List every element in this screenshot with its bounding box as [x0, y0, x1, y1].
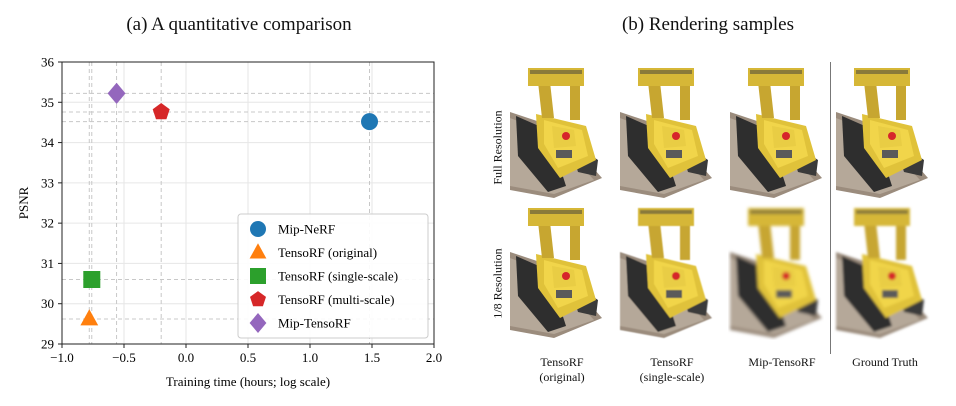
point-mip-tensorf [107, 82, 126, 104]
legend-marker-mip-tensorf [249, 313, 267, 333]
x-tick-label: 0.0 [178, 350, 194, 365]
legend-marker-tensorf-single-scale [250, 268, 266, 284]
legend-marker-mip-nerf [250, 221, 266, 237]
panel-b-title: (b) Rendering samples [621, 14, 794, 35]
x-tick-label: 1.0 [302, 350, 318, 365]
x-tick-label: 1.5 [364, 350, 380, 365]
render-eighth-mip-tensorf [730, 208, 822, 338]
column-label-ground-truth: Ground Truth [830, 355, 940, 370]
axis-ticks: −1.0 −0.5 0.0 0.5 1.0 1.5 2.0 29 30 31 32 33 34 35 36 [41, 55, 442, 366]
column-label-line: (single-scale) [639, 370, 705, 384]
panel-a-title: (a) A quantitative comparison [126, 14, 352, 35]
point-mip-nerf [361, 113, 379, 131]
render-eighth-tensorf-original [510, 208, 602, 338]
column-label-tensorf-original: TensoRF (original) [507, 355, 617, 385]
x-tick-label: 0.5 [240, 350, 256, 365]
scatter-plot: −1.0 −0.5 0.0 0.5 1.0 1.5 2.02930313233343536 … [16, 55, 442, 390]
render-eighth-tensorf-single-scale [620, 208, 712, 338]
ground-truth-divider [830, 62, 831, 354]
y-axis-label: PSNR [16, 186, 31, 219]
column-label-tensorf-single-scale: TensoRF (single-scale) [617, 355, 727, 385]
legend-label-mip-tensorf: Mip-TensoRF [278, 316, 351, 331]
render-full-tensorf-original [510, 68, 602, 198]
data-points [80, 82, 379, 326]
column-label-line: Mip-TensoRF [748, 355, 816, 369]
render-eighth-ground-truth [836, 208, 928, 338]
y-tick-label: 32 [41, 216, 54, 231]
column-label-line: (original) [539, 370, 585, 384]
row-label-eighth-resolution: 1/8 Resolution [490, 248, 505, 319]
render-full-mip-tensorf [730, 68, 822, 198]
legend-label-tensorf-original: TensoRF (original) [278, 245, 377, 260]
point-tensorf-multi-scale [152, 103, 170, 120]
legend-label-tensorf-multi-scale: TensoRF (multi-scale) [278, 292, 394, 307]
column-label-line: TensoRF [540, 355, 584, 369]
y-tick-label: 36 [41, 55, 55, 70]
x-tick-label: −1.0 [50, 350, 74, 365]
y-tick-label: 35 [41, 95, 54, 110]
legend-marker-tensorf-multi-scale [250, 291, 266, 307]
y-tick-label: 33 [41, 175, 54, 190]
y-tick-label: 29 [41, 337, 54, 352]
legend-label-tensorf-single-scale: TensoRF (single-scale) [278, 269, 398, 284]
column-label-line: TensoRF [650, 355, 694, 369]
point-tensorf-single-scale [83, 271, 101, 288]
render-full-tensorf-single-scale [620, 68, 712, 198]
render-full-ground-truth [836, 68, 928, 198]
x-tick-label: 2.0 [426, 350, 442, 365]
column-label-mip-tensorf: Mip-TensoRF [727, 355, 837, 370]
x-tick-label: −0.5 [112, 350, 136, 365]
legend-box [237, 213, 429, 339]
point-tensorf-original [80, 309, 99, 326]
row-label-full-resolution: Full Resolution [490, 110, 505, 185]
legend-marker-tensorf-original [249, 243, 267, 259]
y-tick-label: 31 [41, 256, 54, 271]
x-axis-label: Training time (hours; log scale) [166, 374, 330, 389]
column-label-line: Ground Truth [852, 355, 918, 369]
legend-label-mip-nerf: Mip-NeRF [278, 222, 335, 237]
y-tick-label: 30 [41, 296, 54, 311]
legend: Mip-NeRF TensoRF (original) TensoRF (singl… [237, 213, 429, 339]
y-tick-label: 34 [41, 135, 55, 150]
